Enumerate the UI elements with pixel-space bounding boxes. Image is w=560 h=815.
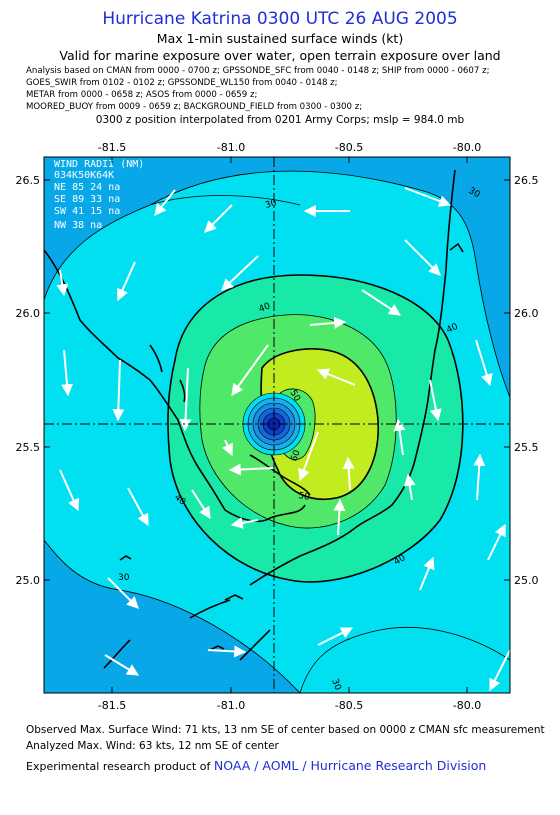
contour-label: 30 bbox=[264, 198, 278, 211]
lat-tick-label: 25.0 bbox=[514, 574, 539, 587]
gulf-islands bbox=[119, 242, 464, 651]
page-title: Hurricane Katrina 0300 UTC 26 AUG 2005 bbox=[102, 9, 458, 29]
credit-line: Experimental research product of NOAA / … bbox=[26, 758, 486, 773]
wind-radii-box: WIND RADII (NM) 034K50K64K NE 85 24 na S… bbox=[54, 159, 144, 231]
hrd-link[interactable]: NOAA / AOML / Hurricane Research Divisio… bbox=[213, 758, 487, 773]
observed-max-wind: Observed Max. Surface Wind: 71 kts, 13 n… bbox=[26, 724, 545, 736]
contour-30-south bbox=[299, 626, 510, 693]
lake-shore bbox=[149, 344, 186, 403]
source-line: METAR from 0000 - 0658 z; ASOS from 0000… bbox=[26, 90, 258, 100]
subtitle-wind-type: Max 1-min sustained surface winds (kt) bbox=[156, 31, 404, 46]
lon-tick-label: -80.0 bbox=[453, 699, 481, 712]
lat-tick-label: 25.5 bbox=[514, 441, 539, 454]
plot-frame bbox=[43, 156, 511, 694]
wind-radii-title: WIND RADII (NM) bbox=[54, 159, 144, 170]
lon-tick-label: -80.5 bbox=[335, 141, 363, 154]
lat-labels-right: 26.5 26.0 25.5 25.0 bbox=[514, 174, 539, 587]
wind-field: 30 30 30 40 40 40 40 50 50 60 30 WIND RA… bbox=[44, 157, 510, 693]
florida-west-coast bbox=[44, 249, 306, 522]
credit-prefix: Experimental research product of bbox=[26, 760, 211, 773]
wind-radii-row: SE 89 33 na bbox=[54, 194, 120, 205]
lat-tick-label: 26.0 bbox=[514, 307, 539, 320]
florida-bay-shore bbox=[249, 454, 311, 496]
contour-label: 30 bbox=[329, 678, 342, 692]
contour-label: 40 bbox=[445, 322, 460, 336]
analyzed-max-wind: Analyzed Max. Wind: 63 kts, 12 nm SE of … bbox=[26, 740, 279, 752]
contour-label: 40 bbox=[258, 301, 272, 314]
source-line: Analysis based on CMAN from 0000 - 0700 … bbox=[26, 66, 490, 76]
wind-radii-header: 034K50K64K bbox=[54, 170, 114, 181]
lon-tick-label: -81.0 bbox=[217, 141, 245, 154]
florida-keys bbox=[103, 527, 356, 669]
wind-radii-row: NE 85 24 na bbox=[54, 182, 120, 193]
lon-tick-label: -81.0 bbox=[217, 699, 245, 712]
contour-label: 60 bbox=[289, 449, 302, 463]
lat-tick-label: 26.5 bbox=[16, 174, 41, 187]
lon-tick-label: -81.5 bbox=[98, 699, 126, 712]
lat-labels-left: 26.5 26.0 25.5 25.0 bbox=[16, 174, 41, 587]
lon-tick-label: -80.5 bbox=[335, 699, 363, 712]
position-note: 0300 z position interpolated from 0201 A… bbox=[95, 114, 465, 126]
coastline bbox=[44, 169, 464, 669]
lon-labels-bottom: -81.5 -81.0 -80.5 -80.0 bbox=[98, 699, 481, 712]
lon-tick-label: -80.0 bbox=[453, 141, 481, 154]
contour-label: 30 bbox=[118, 573, 130, 583]
contour-label: 50 bbox=[297, 491, 310, 503]
lon-labels-top: -81.5 -81.0 -80.5 -80.0 bbox=[98, 141, 481, 154]
lat-tick-label: 25.0 bbox=[16, 574, 41, 587]
wind-vectors bbox=[56, 187, 510, 692]
axis-ticks bbox=[44, 157, 510, 693]
subtitle-exposure: Valid for marine exposure over water, op… bbox=[59, 48, 501, 63]
source-line: GOES_SWIR from 0102 - 0102 z; GPSSONDE_W… bbox=[26, 78, 338, 88]
wind-radii-row: SW 41 15 na bbox=[54, 206, 120, 217]
wind-radii-row: NW 38 na bbox=[54, 220, 102, 231]
lat-tick-label: 26.5 bbox=[514, 174, 539, 187]
lat-tick-label: 25.5 bbox=[16, 441, 41, 454]
lon-tick-label: -81.5 bbox=[98, 141, 126, 154]
center-crosshair bbox=[44, 157, 510, 693]
florida-east-coast bbox=[354, 169, 456, 529]
lat-tick-label: 26.0 bbox=[16, 307, 41, 320]
source-line: MOORED_BUOY from 0009 - 0659 z; BACKGROU… bbox=[26, 102, 363, 112]
wind-analysis-map: 30 30 30 40 40 40 40 50 50 60 30 WIND RA… bbox=[16, 141, 539, 712]
